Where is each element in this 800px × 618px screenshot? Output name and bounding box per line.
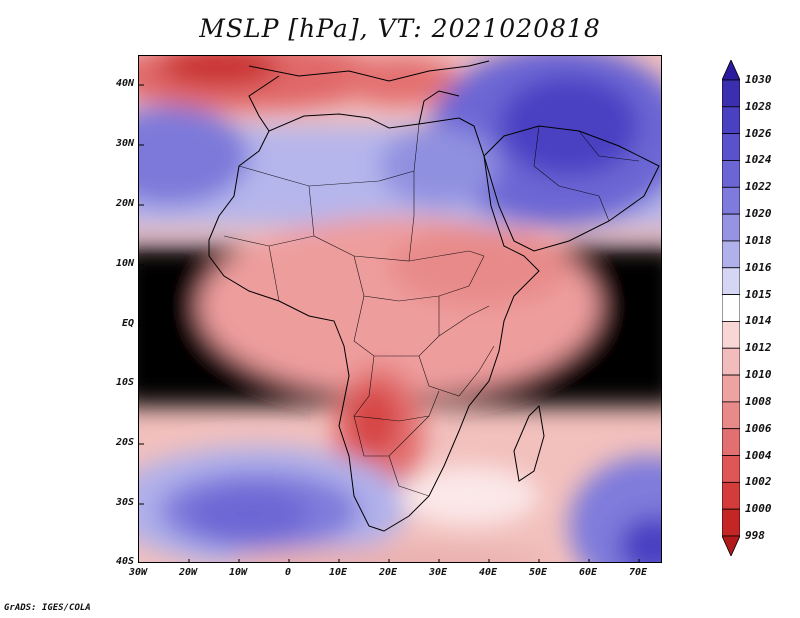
x-tick-10e: 10E [328,567,348,578]
colorbar-label: 1022 [745,180,772,194]
colorbar-label: 1012 [745,341,772,355]
colorbar-segment [722,240,740,269]
colorbar-segment [722,428,740,456]
colorbar [722,60,740,556]
colorbar-label: 1010 [745,368,772,382]
colorbar-segment [722,106,740,135]
colorbar-segments [722,60,740,556]
colorbar-label: 998 [745,529,765,542]
y-tick-30n: 30N [115,138,134,149]
colorbar-label: 1016 [745,260,772,274]
y-tick-10n: 10N [115,258,134,269]
chart-title: MSLP [hPa], VT: 2021020818 [199,14,601,43]
x-tick-20w: 20W [178,567,198,578]
colorbar-segment [722,79,740,108]
colorbar-label: 1024 [745,153,772,167]
mslp-field [139,56,661,562]
colorbar-label: 1026 [745,126,772,140]
colorbar-segment [722,508,740,537]
x-tick-70e: 70E [628,567,648,578]
colorbar-label: 1030 [745,73,772,86]
colorbar-segment [722,267,740,295]
country-borders [223,123,640,497]
x-tick-20e: 20E [378,567,398,578]
colorbar-segment [722,401,740,430]
colorbar-top-arrow [722,60,740,81]
axis-ticks [139,84,640,562]
colorbar-label: 1020 [745,207,772,221]
y-tick-20n: 20N [115,198,134,209]
colorbar-segment [722,186,740,215]
x-tick-10w: 10W [228,567,248,578]
y-tick-eq: EQ [121,318,134,329]
colorbar-segment [722,374,740,403]
colorbar-segment [722,294,740,322]
y-tick-20s: 20S [115,437,134,448]
colorbar-label: 1018 [745,233,772,247]
colorbar-bottom-arrow [722,535,740,556]
y-tick-40s: 40S [115,556,134,567]
colorbar-label: 1004 [745,448,772,462]
colorbar-segment [722,133,740,161]
x-tick-40e: 40E [478,567,498,578]
colorbar-label: 1002 [745,475,772,489]
colorbar-label: 1014 [745,314,772,328]
y-tick-40n: 40N [115,78,134,89]
grads-credit: GrADS: IGES/COLA [4,603,91,613]
x-tick-30w: 30W [128,567,148,578]
pressure-map [138,55,662,563]
colorbar-label: 1006 [745,421,772,435]
colorbar-segment [722,213,740,242]
y-tick-30s: 30S [115,497,134,508]
y-tick-10s: 10S [115,377,134,388]
colorbar-segment [722,321,740,349]
x-tick-50e: 50E [528,567,548,578]
colorbar-segment [722,481,740,510]
colorbar-segment [722,455,740,483]
colorbar-segment [722,347,740,376]
x-tick-60e: 60E [578,567,598,578]
colorbar-segment [722,160,740,188]
x-tick-0: 0 [284,567,292,578]
colorbar-label: 1015 [745,287,772,301]
colorbar-label: 1008 [745,394,772,408]
x-tick-30e: 30E [428,567,448,578]
colorbar-label: 1028 [745,99,772,113]
colorbar-label: 1000 [745,502,772,516]
